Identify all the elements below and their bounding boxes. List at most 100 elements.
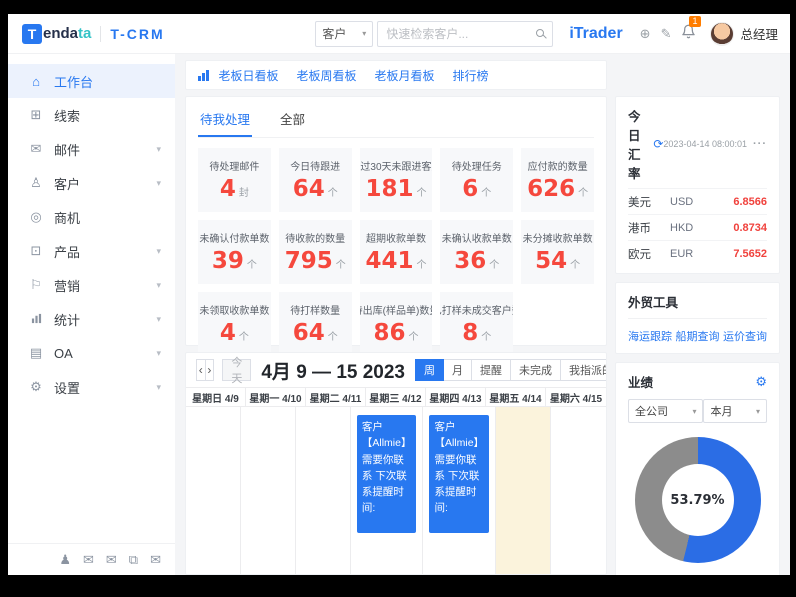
sidebar-item-opportunity[interactable]: ◎ 商机 <box>8 200 175 234</box>
calendar-event[interactable]: 客户【Allmie】需要你联系 下次联系提醒时间: <box>356 415 417 533</box>
sidebar-item-product[interactable]: ⊡ 产品 ▾ <box>8 234 175 268</box>
right-column: 今日汇率 ⟳ 2023-04-14 08:00:01 ··· 美元 USD 6.… <box>615 96 780 575</box>
stat-label: 待出库(样品单)数量 <box>360 306 433 317</box>
sidebar-item-settings[interactable]: ⚙ 设置 ▾ <box>8 370 175 404</box>
stat-tile-payables[interactable]: 应付款的数量 626 个 <box>521 148 594 212</box>
calendar-cell[interactable]: 客户【Allmie】需要你联系 下次联系提醒时间: <box>351 407 424 574</box>
calendar-cell[interactable]: 客户【Allmie】需要你联系 下次联系提醒时间: <box>423 407 497 574</box>
more-icon[interactable]: ··· <box>753 138 767 150</box>
view-remind-button[interactable]: 提醒 <box>472 359 511 381</box>
sidebar-item-workbench[interactable]: ⌂ 工作台 <box>8 64 175 98</box>
performance-donut-hole: 53.79% <box>661 464 734 536</box>
sidebar-item-label: 客户 <box>54 176 81 192</box>
itrader-logo[interactable]: iTrader <box>569 24 623 42</box>
company-filter-select[interactable]: 全公司 ▾ <box>628 399 704 423</box>
gear-icon[interactable]: ⚙ <box>755 373 767 389</box>
stat-value: 64 <box>292 176 325 202</box>
stat-unit: 个 <box>416 260 427 271</box>
search-category-label: 客户 <box>322 27 347 41</box>
stat-tile-unconfirmed-payments[interactable]: 未确认付款单数 39 个 <box>198 220 271 284</box>
search-category-select[interactable]: 客户 ▾ <box>315 20 374 47</box>
calendar-event[interactable]: 客户【Allmie】需要你联系 下次联系提醒时间: <box>429 415 490 533</box>
exchange-rate-title: 今日汇率 <box>628 110 641 181</box>
search-icon[interactable] <box>536 28 545 37</box>
tab-pending-mine[interactable]: 待我处理 <box>198 105 253 137</box>
calendar-cell-today[interactable] <box>496 407 552 574</box>
stat-value: 441 <box>365 248 414 274</box>
currency-code: USD <box>670 195 694 208</box>
grid-icon: ⊞ <box>30 107 42 122</box>
logo-text-accent: ta <box>78 25 92 42</box>
stat-tile-sampled-not-closed[interactable]: 已打样未成交客户数 8个 <box>440 292 514 356</box>
link-icon[interactable]: ✎ <box>660 25 672 41</box>
stat-unit: 个 <box>327 332 338 343</box>
stat-tile-pending-samples[interactable]: 待打样数量 64 个 <box>278 292 352 356</box>
mail-receive-icon[interactable]: ✉ <box>82 551 94 567</box>
calendar-view-buttons: 周 月 提醒 未完成 我指派的 <box>415 359 606 381</box>
user-role: 总经理 <box>740 28 778 42</box>
quick-search <box>377 20 554 47</box>
stat-tile-today-followup[interactable]: 今日待跟进 64 个 <box>278 148 352 212</box>
sidebar-item-oa[interactable]: ▤ OA ▾ <box>8 336 175 370</box>
notification-bell[interactable]: 1 <box>681 15 701 44</box>
sidebar-item-leads[interactable]: ⊞ 线索 <box>8 98 175 132</box>
stat-tile-pending-receipts[interactable]: 待收款的数量 795 个 <box>278 220 352 284</box>
mail-send-icon[interactable]: ✉ <box>105 551 117 567</box>
calendar-next-button[interactable]: › <box>205 359 215 381</box>
sidebar-item-statistics[interactable]: 统计 ▾ <box>8 302 175 336</box>
sidebar-item-label: OA <box>54 345 73 361</box>
user-avatar[interactable] <box>710 21 735 46</box>
sidebar-item-mail[interactable]: ✉ 邮件 ▾ <box>8 132 175 166</box>
chart-icon[interactable] <box>198 69 209 81</box>
link-shipping-schedule[interactable]: 船期查询 <box>675 331 720 343</box>
stat-tile-unconfirmed-receipts[interactable]: 未确认收款单数 36 个 <box>440 220 514 284</box>
calendar-cell[interactable] <box>551 407 606 574</box>
globe-icon[interactable]: ⊕ <box>639 25 651 41</box>
link-sea-tracking[interactable]: 海运跟踪 <box>628 331 672 343</box>
stat-tile-overdue-receipts[interactable]: 超期收款单数 441 个 <box>359 220 433 284</box>
tab-all[interactable]: 全部 <box>280 113 306 127</box>
calendar-cell[interactable] <box>296 407 351 574</box>
sidebar-item-marketing[interactable]: ⚐ 营销 ▾ <box>8 268 175 302</box>
calendar-prev-button[interactable]: ‹ <box>196 359 206 381</box>
calendar-today-button[interactable]: 今天 <box>222 357 252 385</box>
link-freight-rate[interactable]: 运价查询 <box>723 331 767 343</box>
chevron-down-icon: ▾ <box>156 245 161 256</box>
view-incomplete-button[interactable]: 未完成 <box>511 359 561 381</box>
tab-boss-monthly[interactable]: 老板月看板 <box>374 68 435 83</box>
contacts-icon[interactable]: ♟ <box>59 551 71 567</box>
stat-unit: 个 <box>246 260 257 271</box>
view-week-button[interactable]: 周 <box>415 359 444 381</box>
view-assigned-button[interactable]: 我指派的 <box>561 359 606 381</box>
stat-value: 6 <box>462 176 479 202</box>
person-icon: ♙ <box>30 175 42 190</box>
stat-tile-pending-outbound[interactable]: 待出库(样品单)数量 86个 <box>359 292 433 356</box>
sidebar-item-customer[interactable]: ♙ 客户 ▾ <box>8 166 175 200</box>
stat-label: 已打样未成交客户数 <box>440 306 513 317</box>
exchange-rate-card: 今日汇率 ⟳ 2023-04-14 08:00:01 ··· 美元 USD 6.… <box>615 96 780 274</box>
mail-batch-icon[interactable]: ⧉ <box>128 551 139 567</box>
bell-icon <box>682 24 696 38</box>
mail-check-icon[interactable]: ✉ <box>150 551 161 567</box>
mail-icon: ✉ <box>30 141 42 156</box>
stat-label: 未确认收款单数 <box>441 234 512 245</box>
calendar-cell[interactable] <box>186 407 241 574</box>
stat-unit: 个 <box>327 188 338 199</box>
search-input[interactable] <box>377 20 554 47</box>
refresh-icon[interactable]: ⟳ <box>653 137 664 151</box>
period-filter-select[interactable]: 本月 ▾ <box>703 399 767 423</box>
view-month-button[interactable]: 月 <box>444 359 472 381</box>
tab-ranking[interactable]: 排行榜 <box>452 68 489 83</box>
currency-name: 港币 <box>628 222 651 235</box>
top-header: T enda ta T-CRM 客户 ▾ iTrader ⊕ ✎ <box>8 14 790 54</box>
calendar-cell[interactable] <box>241 407 296 574</box>
stat-tile-unallocated-receipts[interactable]: 未分摊收款单数 54 个 <box>521 220 594 284</box>
day-header: 星期一 4/10 <box>246 388 306 406</box>
tab-boss-daily[interactable]: 老板日看板 <box>218 68 279 83</box>
tab-boss-weekly[interactable]: 老板周看板 <box>296 68 357 83</box>
